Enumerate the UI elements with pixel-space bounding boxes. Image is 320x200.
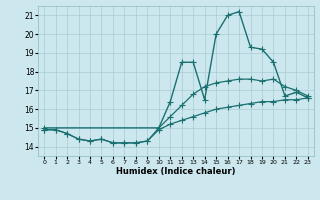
X-axis label: Humidex (Indice chaleur): Humidex (Indice chaleur) bbox=[116, 167, 236, 176]
